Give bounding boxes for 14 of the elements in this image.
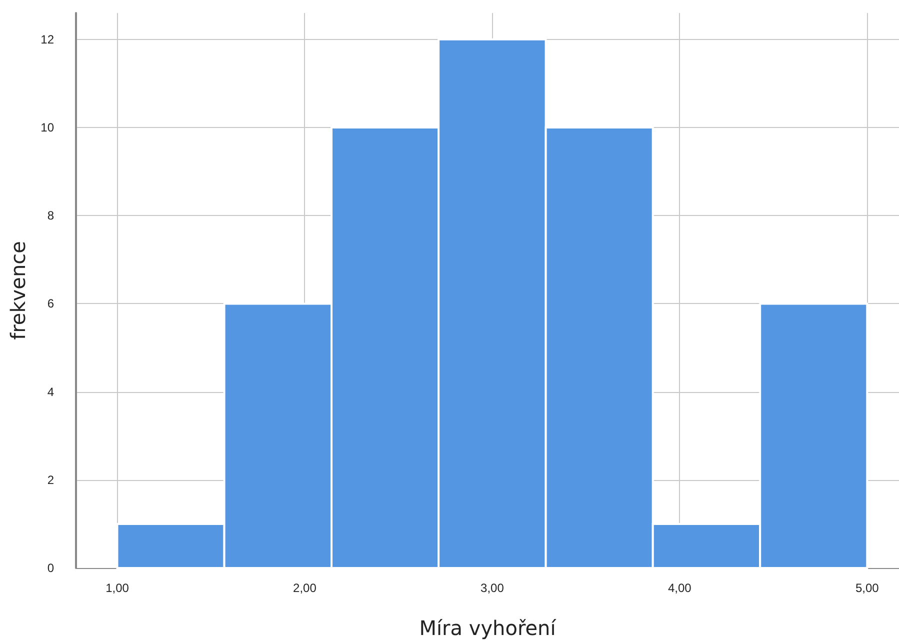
y-tick-label: 10 (40, 120, 54, 135)
y-axis-title: frekvence (6, 241, 30, 340)
y-tick-label: 8 (47, 208, 54, 223)
y-tick-label: 6 (47, 296, 54, 311)
x-tick-label: 5,00 (855, 581, 880, 595)
x-tick-label: 4,00 (668, 581, 692, 595)
x-axis-title: Míra vyhoření (419, 616, 558, 640)
x-tick-label: 3,00 (480, 581, 504, 595)
x-tick-label: 2,00 (293, 581, 317, 595)
y-tick-label: 12 (40, 32, 54, 46)
y-tick-label: 0 (47, 561, 54, 575)
y-tick-label: 2 (47, 472, 54, 487)
x-tick-label: 1,00 (106, 581, 130, 595)
y-tick-label: 4 (47, 384, 54, 399)
